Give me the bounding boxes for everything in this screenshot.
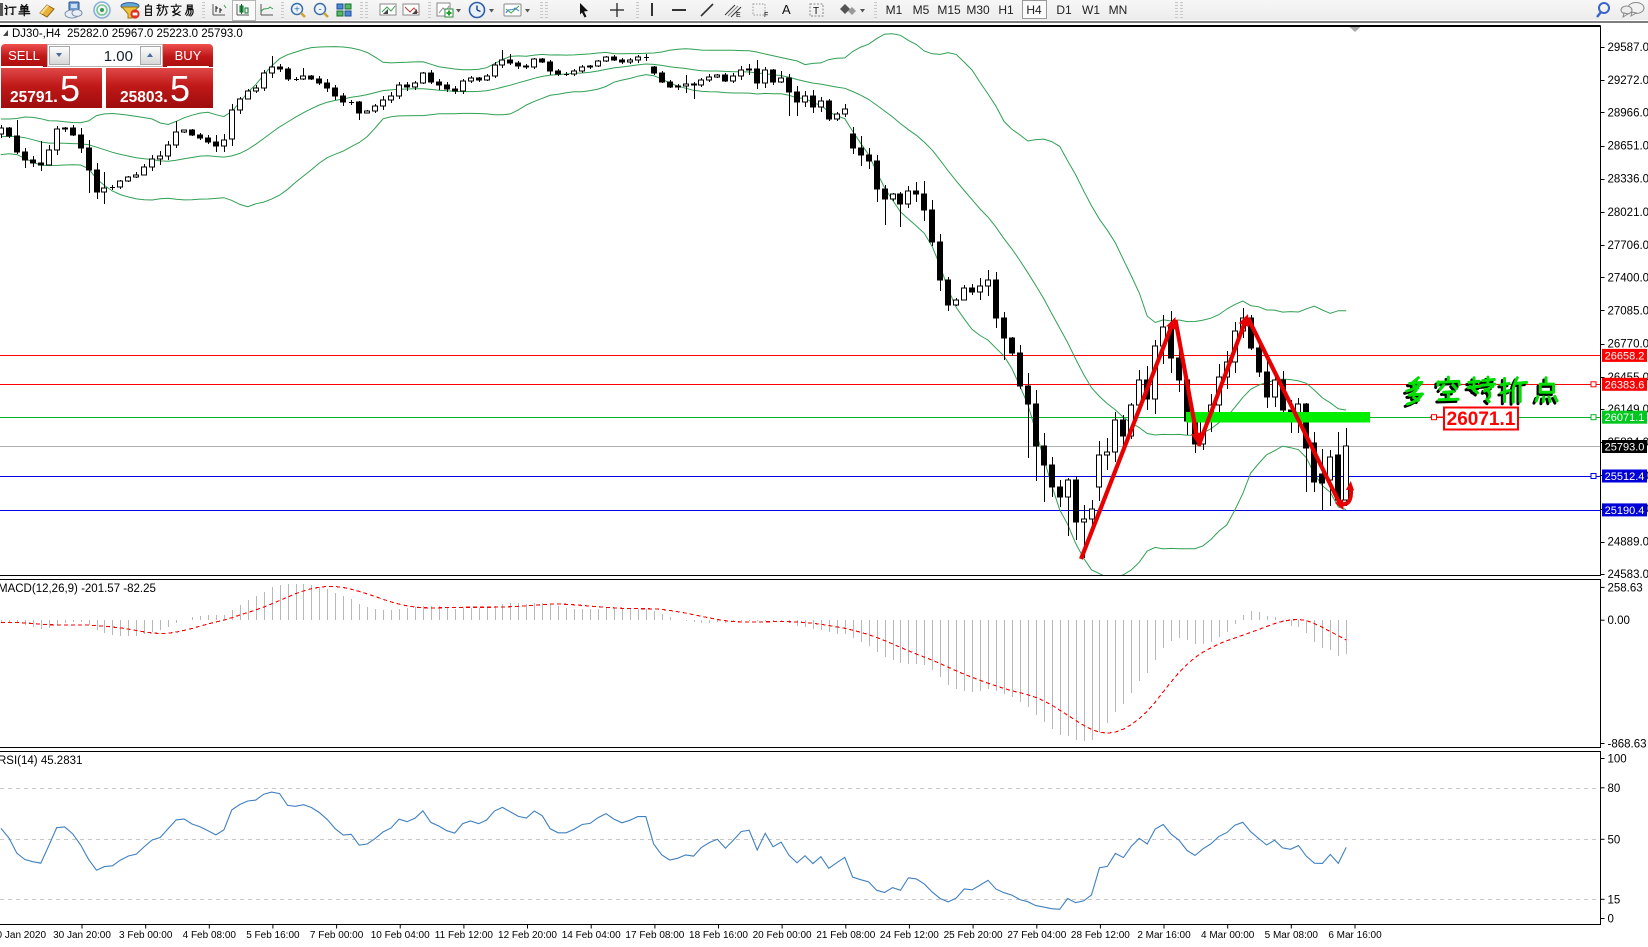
svg-text:E: E xyxy=(736,12,741,18)
svg-text:25512.4: 25512.4 xyxy=(1605,471,1645,483)
svg-text:100: 100 xyxy=(1608,754,1627,766)
svg-text:27085.0: 27085.0 xyxy=(1608,305,1648,317)
svg-text:26658.2: 26658.2 xyxy=(1605,350,1645,362)
svg-text:21 Feb 08:00: 21 Feb 08:00 xyxy=(816,930,875,941)
svg-text:29587.0: 29587.0 xyxy=(1608,42,1648,54)
svg-text:28336.0: 28336.0 xyxy=(1608,174,1648,186)
svg-text:5 Mar 08:00: 5 Mar 08:00 xyxy=(1265,930,1319,941)
svg-text:28 Feb 12:00: 28 Feb 12:00 xyxy=(1071,930,1130,941)
svg-text:7 Feb 00:00: 7 Feb 00:00 xyxy=(310,930,364,941)
svg-text:6 Mar 16:00: 6 Mar 16:00 xyxy=(1328,930,1382,941)
svg-text:25 Feb 20:00: 25 Feb 20:00 xyxy=(944,930,1003,941)
svg-text:5 Feb 16:00: 5 Feb 16:00 xyxy=(246,930,300,941)
svg-text:+: + xyxy=(294,5,300,16)
svg-text:RSI(14) 45.2831: RSI(14) 45.2831 xyxy=(0,755,82,767)
svg-text:25190.4: 25190.4 xyxy=(1605,505,1645,517)
svg-text:24583.0: 24583.0 xyxy=(1608,569,1648,581)
svg-text:27706.0: 27706.0 xyxy=(1608,240,1648,252)
svg-text:28651.0: 28651.0 xyxy=(1608,141,1648,153)
svg-text:26383.6: 26383.6 xyxy=(1605,379,1645,391)
svg-text:10 Feb 04:00: 10 Feb 04:00 xyxy=(371,930,430,941)
svg-text:4 Feb 08:00: 4 Feb 08:00 xyxy=(183,930,237,941)
svg-text:27 Feb 04:00: 27 Feb 04:00 xyxy=(1007,930,1066,941)
svg-text:24889.0: 24889.0 xyxy=(1608,537,1648,549)
svg-text:4 Mar 00:00: 4 Mar 00:00 xyxy=(1201,930,1255,941)
svg-text:28966.0: 28966.0 xyxy=(1608,107,1648,119)
svg-text:14 Feb 04:00: 14 Feb 04:00 xyxy=(562,930,621,941)
svg-text:0: 0 xyxy=(1608,914,1614,926)
svg-text:DJ30-,H4 25282.0 25967.0 2522: DJ30-,H4 25282.0 25967.0 25223.0 25793.0 xyxy=(12,28,243,40)
svg-text:20 Feb 00:00: 20 Feb 00:00 xyxy=(753,930,812,941)
svg-text:2 Mar 16:00: 2 Mar 16:00 xyxy=(1137,930,1191,941)
svg-text:T: T xyxy=(813,6,819,17)
svg-text:3 Feb 00:00: 3 Feb 00:00 xyxy=(119,930,173,941)
svg-text:258.63: 258.63 xyxy=(1608,582,1643,594)
svg-text:15: 15 xyxy=(1608,894,1621,906)
svg-text:12 Feb 20:00: 12 Feb 20:00 xyxy=(498,930,557,941)
svg-text:26071.1: 26071.1 xyxy=(1605,412,1645,424)
svg-text:50: 50 xyxy=(1608,834,1621,846)
svg-text:18 Feb 16:00: 18 Feb 16:00 xyxy=(689,930,748,941)
svg-text:26770.0: 26770.0 xyxy=(1608,339,1648,351)
svg-text:26071.1: 26071.1 xyxy=(1447,409,1516,430)
svg-text:28021.0: 28021.0 xyxy=(1608,207,1648,219)
svg-text:-: - xyxy=(318,5,321,16)
svg-text:29272.0: 29272.0 xyxy=(1608,75,1648,87)
svg-text:30 Jan 2020: 30 Jan 2020 xyxy=(0,930,46,941)
svg-text:11 Feb 12:00: 11 Feb 12:00 xyxy=(435,930,494,941)
svg-text:24 Feb 12:00: 24 Feb 12:00 xyxy=(880,930,939,941)
svg-text:30 Jan 20:00: 30 Jan 20:00 xyxy=(53,930,111,941)
svg-text:0.00: 0.00 xyxy=(1608,615,1630,627)
svg-text:-868.63: -868.63 xyxy=(1608,739,1647,751)
svg-text:25793.0: 25793.0 xyxy=(1605,442,1645,454)
svg-text:MACD(12,26,9) -201.57 -82.25: MACD(12,26,9) -201.57 -82.25 xyxy=(0,583,156,595)
svg-text:80: 80 xyxy=(1608,783,1621,795)
svg-text:27400.0: 27400.0 xyxy=(1608,272,1648,284)
svg-text:F: F xyxy=(764,12,768,18)
svg-text:17 Feb 08:00: 17 Feb 08:00 xyxy=(625,930,684,941)
